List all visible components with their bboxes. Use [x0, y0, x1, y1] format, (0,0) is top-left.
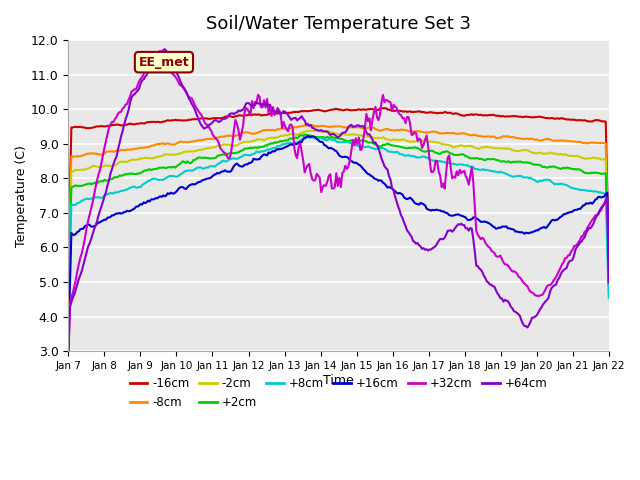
+8cm: [244, 152, 252, 158]
+16cm: [65, 340, 72, 346]
+16cm: [225, 169, 233, 175]
-16cm: [576, 117, 584, 123]
+2cm: [576, 167, 584, 173]
+16cm: [576, 206, 584, 212]
+32cm: [605, 279, 612, 285]
-2cm: [605, 274, 612, 280]
+8cm: [253, 149, 260, 155]
+2cm: [302, 132, 310, 138]
Line: +32cm: +32cm: [68, 51, 609, 356]
+2cm: [131, 171, 138, 177]
+32cm: [576, 237, 584, 242]
Line: +16cm: +16cm: [68, 136, 609, 343]
Line: +8cm: +8cm: [68, 137, 609, 304]
+2cm: [301, 132, 308, 137]
+2cm: [253, 144, 260, 150]
-8cm: [576, 139, 584, 144]
+64cm: [302, 122, 310, 128]
+64cm: [576, 240, 584, 245]
Line: +2cm: +2cm: [68, 134, 609, 295]
+2cm: [605, 283, 612, 288]
-2cm: [307, 128, 314, 133]
+8cm: [576, 187, 584, 193]
Line: +64cm: +64cm: [68, 49, 609, 359]
X-axis label: Time: Time: [323, 374, 354, 387]
Title: Soil/Water Temperature Set 3: Soil/Water Temperature Set 3: [206, 15, 471, 33]
+8cm: [131, 184, 138, 190]
Line: -16cm: -16cm: [68, 108, 609, 259]
-16cm: [381, 105, 388, 111]
-16cm: [131, 121, 138, 127]
+64cm: [605, 279, 612, 285]
+64cm: [161, 46, 168, 52]
+64cm: [131, 91, 138, 97]
+64cm: [65, 356, 72, 361]
+8cm: [304, 134, 312, 140]
+32cm: [302, 165, 310, 171]
+32cm: [245, 109, 253, 115]
Line: -2cm: -2cm: [68, 131, 609, 286]
+64cm: [227, 110, 235, 116]
+64cm: [254, 100, 262, 106]
-8cm: [253, 130, 260, 136]
-16cm: [605, 252, 612, 258]
Line: -8cm: -8cm: [68, 125, 609, 276]
-2cm: [301, 129, 308, 135]
-8cm: [131, 146, 138, 152]
+32cm: [131, 86, 138, 92]
+16cm: [304, 133, 312, 139]
+8cm: [301, 135, 308, 141]
-16cm: [225, 113, 233, 119]
+64cm: [245, 100, 253, 106]
-2cm: [225, 142, 233, 147]
-2cm: [253, 136, 260, 142]
+16cm: [244, 161, 252, 167]
Text: EE_met: EE_met: [139, 56, 189, 69]
-8cm: [301, 122, 308, 128]
+2cm: [65, 292, 72, 298]
-16cm: [253, 112, 260, 118]
+2cm: [225, 151, 233, 156]
-8cm: [605, 265, 612, 271]
-16cm: [244, 112, 252, 118]
-16cm: [301, 108, 308, 114]
+32cm: [254, 92, 262, 98]
-2cm: [576, 154, 584, 160]
+16cm: [253, 156, 260, 162]
+2cm: [244, 145, 252, 151]
+8cm: [65, 301, 72, 307]
-8cm: [65, 273, 72, 279]
+16cm: [301, 135, 308, 141]
-8cm: [244, 130, 252, 135]
-2cm: [131, 156, 138, 162]
+8cm: [605, 295, 612, 301]
+16cm: [605, 255, 612, 261]
Y-axis label: Temperature (C): Temperature (C): [15, 144, 28, 247]
+32cm: [227, 150, 235, 156]
+8cm: [225, 156, 233, 162]
+16cm: [131, 205, 138, 211]
Legend: -16cm, -8cm, -2cm, +2cm, +8cm, +16cm, +32cm, +64cm: -16cm, -8cm, -2cm, +2cm, +8cm, +16cm, +3…: [125, 372, 552, 414]
+32cm: [65, 353, 72, 359]
-2cm: [65, 283, 72, 288]
-2cm: [244, 139, 252, 145]
+32cm: [156, 48, 164, 54]
-8cm: [225, 133, 233, 139]
-16cm: [65, 256, 72, 262]
-8cm: [307, 122, 314, 128]
